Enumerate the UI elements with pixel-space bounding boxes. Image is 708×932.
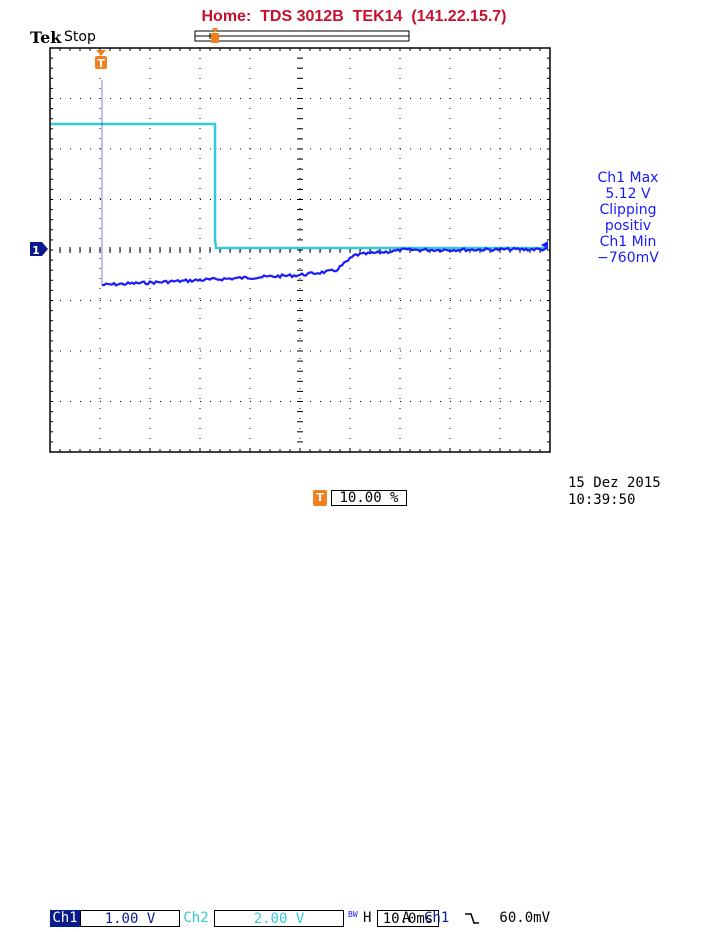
window-title: Home: TDS 3012B TEK14 (141.22.15.7) — [201, 8, 507, 25]
falling-edge-icon — [463, 910, 481, 927]
date-display: 15 Dez 2015 — [568, 475, 661, 491]
clipping-direction: positiv — [604, 218, 652, 234]
trigger-marker-icon: T — [95, 50, 107, 70]
trigger-source[interactable]: Ch1 — [424, 910, 450, 926]
trigger-position-bar — [194, 28, 410, 43]
trigger-level[interactable]: 60.0mV — [499, 910, 550, 926]
trigger-position-icon: T — [313, 490, 327, 506]
ch2-badge[interactable]: Ch2 — [183, 910, 209, 926]
time-display: 10:39:50 — [568, 492, 636, 508]
ch1-scale[interactable]: 1.00 V — [80, 910, 180, 927]
scope-display: T 1 — [30, 28, 551, 453]
ch1-min-label: Ch1 Min — [599, 234, 657, 250]
measurement-readout: Ch1 Max 5.12 V Clipping positiv Ch1 Min … — [556, 170, 700, 266]
horizontal-label: H — [363, 910, 372, 926]
trigger-position-arrow-icon — [212, 28, 218, 33]
acquisition-status: Stop — [64, 29, 96, 45]
svg-text:1: 1 — [32, 244, 40, 257]
svg-text:T: T — [97, 57, 105, 70]
ch1-max-value: 5.12 V — [605, 186, 651, 202]
ch1-max-label: Ch1 Max — [597, 170, 659, 186]
tek-logo: Tek — [30, 28, 62, 47]
trigger-position-value[interactable]: 10.00 % — [331, 490, 407, 506]
bottom-status-bar: Ch1 1.00 V Ch2 2.00 V BW H 10.0ms A Ch1 … — [50, 455, 550, 927]
graticule-grid — [49, 47, 551, 452]
ch1-min-value: −760mV — [597, 250, 659, 266]
clipping-label: Clipping — [599, 202, 657, 218]
ch1-badge[interactable]: Ch1 — [50, 910, 80, 927]
bandwidth-limit-icon: BW — [348, 910, 358, 919]
ch1-ground-marker: 1 — [30, 242, 48, 257]
ch2-trace — [51, 122, 548, 250]
ch2-scale[interactable]: 2.00 V — [214, 910, 344, 927]
acquisition-mode: A — [402, 910, 411, 926]
ch1-trace — [101, 80, 549, 287]
